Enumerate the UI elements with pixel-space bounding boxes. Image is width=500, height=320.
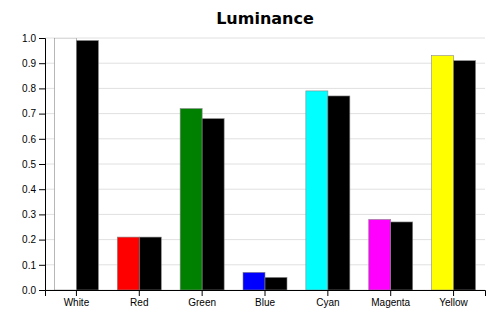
- bar-series: [76, 41, 475, 290]
- grid-line: [45, 138, 485, 139]
- y-tick-mark: [39, 38, 45, 39]
- y-tick-mark: [39, 63, 45, 64]
- x-tick: Yellow: [439, 290, 468, 308]
- x-tick-mark: [139, 290, 140, 296]
- y-tick-mark: [39, 139, 45, 140]
- y-tick-mark: [39, 88, 45, 89]
- y-axis: 0.0 0.1 0.2 0.3 0.4 0.5 0.6 0.7 0.8 0.9 1.0: [22, 33, 45, 296]
- x-tick: Cyan: [316, 290, 339, 308]
- grid-line: [45, 264, 485, 265]
- y-tick-label: 0.2: [22, 234, 36, 245]
- x-tick: Green: [188, 290, 216, 308]
- y-tick: 0.7: [22, 108, 45, 119]
- y-tick: 0.5: [22, 159, 45, 170]
- x-axis: White Red Green Blue Cyan Magenta Yellow: [46, 290, 486, 308]
- grid-line: [45, 239, 485, 240]
- bar: [328, 96, 350, 290]
- bar: [306, 91, 328, 290]
- y-tick-mark: [39, 240, 45, 241]
- x-tick-mark: [76, 290, 77, 296]
- x-tick: Blue: [255, 290, 275, 308]
- y-tick: 0.6: [22, 134, 45, 145]
- bar: [117, 237, 139, 290]
- x-tick: Magenta: [371, 290, 410, 308]
- grid-line: [45, 38, 485, 39]
- bar: [391, 222, 413, 290]
- bar: [139, 237, 161, 290]
- x-tick-label: Blue: [255, 297, 275, 308]
- bar: [202, 119, 224, 290]
- x-tick-mark: [265, 290, 266, 296]
- x-axis-line: [46, 291, 486, 297]
- grid: [45, 38, 485, 290]
- y-tick-mark: [39, 189, 45, 190]
- y-tick-label: 0.3: [22, 209, 36, 220]
- x-tick-label: White: [64, 297, 90, 308]
- x-tick-label: Cyan: [316, 297, 339, 308]
- y-tick-mark: [39, 265, 45, 266]
- y-tick-label: 1.0: [22, 33, 36, 44]
- x-tick-label: Magenta: [371, 297, 410, 308]
- plot-area: 0.0 0.1 0.2 0.3 0.4 0.5 0.6 0.7 0.8 0.9 1.0 White Re…: [22, 33, 485, 308]
- chart: 0.0 0.1 0.2 0.3 0.4 0.5 0.6 0.7 0.8 0.9 1.0 White Re…: [0, 0, 500, 320]
- y-tick: 1.0: [22, 33, 45, 44]
- x-tick: White: [64, 290, 90, 308]
- x-tick-mark: [202, 290, 203, 296]
- y-tick-mark: [39, 290, 45, 291]
- x-tick-mark: [453, 290, 454, 296]
- bar: [180, 109, 202, 290]
- y-tick-label: 0.8: [22, 83, 36, 94]
- bar: [76, 41, 98, 290]
- bars: [54, 38, 475, 290]
- y-tick-mark: [39, 214, 45, 215]
- title: Luminance: [216, 9, 314, 28]
- x-tick-label: Red: [130, 297, 148, 308]
- bar: [432, 56, 454, 290]
- bar: [454, 61, 476, 290]
- grid-line: [45, 63, 485, 64]
- y-tick-label: 0.9: [22, 58, 36, 69]
- y-tick-label: 0.0: [22, 285, 36, 296]
- y-tick-label: 0.5: [22, 159, 36, 170]
- bar: [265, 277, 287, 290]
- grid-line: [45, 88, 485, 89]
- bar: [369, 219, 391, 290]
- y-tick: 0.3: [22, 209, 45, 220]
- grid-line: [45, 164, 485, 165]
- grid-line: [45, 214, 485, 215]
- y-tick-label: 0.1: [22, 260, 36, 271]
- grid-line: [45, 189, 485, 190]
- y-tick-label: 0.7: [22, 108, 36, 119]
- x-tick: Red: [130, 290, 148, 308]
- x-tick-mark: [327, 290, 328, 296]
- bar: [54, 38, 76, 290]
- y-tick: 0.9: [22, 58, 45, 69]
- x-tick-label: Green: [188, 297, 216, 308]
- y-tick: 0.8: [22, 83, 45, 94]
- x-tick-mark: [390, 290, 391, 296]
- y-tick-mark: [39, 164, 45, 165]
- bar: [243, 272, 265, 290]
- x-tick-label: Yellow: [439, 297, 468, 308]
- y-tick-mark: [39, 114, 45, 115]
- grid-line: [45, 113, 485, 114]
- bar-series: [54, 38, 453, 290]
- y-tick: 0.0: [22, 285, 45, 296]
- y-axis-line: [39, 39, 46, 291]
- y-tick: 0.1: [22, 260, 45, 271]
- y-tick-label: 0.6: [22, 134, 36, 145]
- y-tick-label: 0.4: [22, 184, 36, 195]
- y-tick: 0.4: [22, 184, 45, 195]
- y-tick: 0.2: [22, 234, 45, 245]
